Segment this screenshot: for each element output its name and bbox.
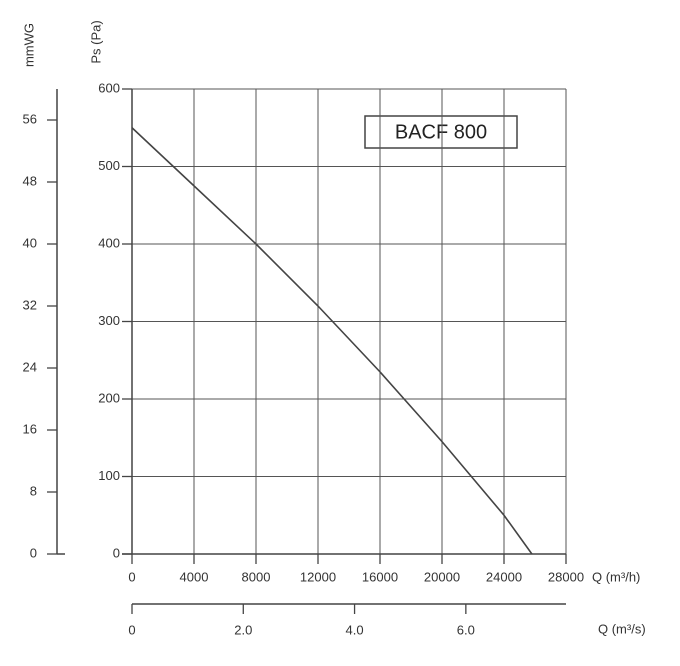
y2-tick-label: 0 xyxy=(30,545,37,560)
x2-tick-label: 6.0 xyxy=(457,622,475,637)
y2-tick-label: 56 xyxy=(23,111,37,126)
x2-tick-label: 2.0 xyxy=(234,622,252,637)
y-tick-label: 600 xyxy=(98,80,120,95)
x-tick-label: 4000 xyxy=(180,569,209,584)
y-tick-label: 0 xyxy=(113,545,120,560)
x2-tick-label: 0 xyxy=(128,622,135,637)
x2-tick-label: 4.0 xyxy=(346,622,364,637)
x-tick-label: 16000 xyxy=(362,569,398,584)
y-tick-label: 200 xyxy=(98,390,120,405)
x-tick-label: 12000 xyxy=(300,569,336,584)
x-tick-label: 28000 xyxy=(548,569,584,584)
curve xyxy=(131,127,533,555)
chart-title: BACF 800 xyxy=(395,121,487,143)
y2-tick-label: 24 xyxy=(23,359,37,374)
x-axis-label: Q (m³/h) xyxy=(592,569,640,584)
x-tick-label: 8000 xyxy=(242,569,271,584)
y2-tick-label: 40 xyxy=(23,235,37,250)
y2-tick-label: 32 xyxy=(23,297,37,312)
y-tick-label: 400 xyxy=(98,235,120,250)
y-tick-label: 500 xyxy=(98,158,120,173)
y2-tick-label: 48 xyxy=(23,173,37,188)
title-box xyxy=(364,115,518,149)
x-tick-label: 0 xyxy=(128,569,135,584)
y2-tick-label: 8 xyxy=(30,483,37,498)
x2-axis-label: Q (m³/s) xyxy=(598,621,646,636)
y-axis-label: Ps (Pa) xyxy=(88,20,103,63)
x-tick-label: 24000 xyxy=(486,569,522,584)
y-tick-label: 100 xyxy=(98,468,120,483)
y2-axis-label: mmWG xyxy=(21,23,36,67)
y-tick-label: 300 xyxy=(98,313,120,328)
y2-tick-label: 16 xyxy=(23,421,37,436)
x-tick-label: 20000 xyxy=(424,569,460,584)
